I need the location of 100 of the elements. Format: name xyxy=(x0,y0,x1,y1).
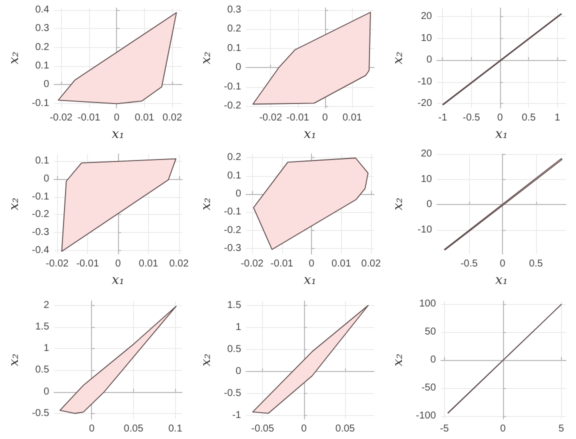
y-tick-label: -0.2 xyxy=(32,210,50,221)
x-tick-label: 0.02 xyxy=(162,112,182,124)
x-tick-label: 0.02 xyxy=(169,258,190,270)
x-tick-label: 0 xyxy=(114,112,120,124)
y-tick-label: 1.5 xyxy=(35,321,50,332)
y-tick-label: 50 xyxy=(424,326,436,338)
y-tick-label: -0.5 xyxy=(32,408,50,419)
x-tick-label: -0.5 xyxy=(462,112,480,124)
y-tick-label: 0.3 xyxy=(35,23,50,34)
y-tick-label: -50 xyxy=(421,382,436,394)
y-axis-title: x₂ xyxy=(199,52,214,64)
x-tick-label: -0.02 xyxy=(50,112,73,124)
y-tick-label: -100 xyxy=(416,410,436,422)
y-tick-label: -10 xyxy=(418,76,432,88)
y-tick-label: 1 xyxy=(236,322,242,333)
y-tick-label: -0.1 xyxy=(224,207,242,218)
y-axis-title: x₂ xyxy=(391,198,406,211)
y-tick-label: 0 xyxy=(236,62,242,74)
x-tick-label: -0.01 xyxy=(76,258,100,270)
y-tick-label: -0.1 xyxy=(32,192,50,203)
x-tick-label: -5 xyxy=(440,423,450,434)
y-tick-label: -20 xyxy=(418,98,432,110)
y-tick-label: 0 xyxy=(236,366,242,377)
y-tick-label: 0 xyxy=(430,354,436,366)
y-tick-label: 0.4 xyxy=(35,4,50,16)
y-tick-label: 1.5 xyxy=(227,300,242,311)
y-tick-label: 100 xyxy=(419,298,436,309)
x-tick-label: 0.01 xyxy=(134,112,155,124)
y-axis-title: x₂ xyxy=(7,198,22,211)
x-tick-label: 0 xyxy=(500,423,506,434)
y-tick-label: -0.2 xyxy=(224,225,242,236)
x-tick-label: -0.05 xyxy=(251,423,274,434)
x-axis-title: x₁ xyxy=(304,127,316,142)
x-tick-label: 0.05 xyxy=(124,423,144,434)
x-tick-label: -0.01 xyxy=(77,112,101,124)
x-tick-label: 0 xyxy=(322,112,328,124)
x-tick-label: 5 xyxy=(558,423,565,434)
y-axis-title: x₂ xyxy=(7,52,22,64)
y-tick-label: 20 xyxy=(420,11,432,22)
x-axis-title: x₁ xyxy=(112,127,124,142)
x-tick-label: -0.01 xyxy=(270,258,294,270)
y-tick-label: 0.1 xyxy=(227,170,242,182)
y-tick-label: 0.1 xyxy=(227,42,242,54)
y-tick-label: 0.5 xyxy=(227,344,242,355)
x-tick-label: -0.02 xyxy=(259,112,282,124)
y-tick-label: 0.1 xyxy=(35,60,50,72)
y-tick-label: -0.4 xyxy=(32,245,50,256)
y-tick-label: -10 xyxy=(418,224,432,236)
y-tick-label: 2 xyxy=(44,299,50,310)
y-tick-label: 10 xyxy=(420,32,432,44)
x-tick-label: 0.05 xyxy=(335,423,356,434)
x-tick-label: 0.1 xyxy=(168,423,183,434)
y-tick-label: 0 xyxy=(44,79,50,90)
x-tick-label: 0.01 xyxy=(332,258,352,270)
x-tick-label: 0.01 xyxy=(138,258,159,270)
x-tick-label: 0.02 xyxy=(361,258,382,270)
y-tick-label: -0.5 xyxy=(224,388,242,399)
y-tick-label: -0.2 xyxy=(224,100,242,112)
x-tick-label: 0.5 xyxy=(528,258,544,270)
y-tick-label: 0 xyxy=(44,386,50,397)
x-tick-label: 1 xyxy=(554,112,561,124)
x-tick-label: 0.5 xyxy=(522,112,536,124)
x-axis-title: x₁ xyxy=(495,273,508,288)
y-tick-label: 10 xyxy=(420,174,432,186)
y-tick-label: 0 xyxy=(426,199,432,210)
y-tick-label: 0.3 xyxy=(227,4,242,16)
x-tick-label: -0.01 xyxy=(286,112,310,124)
x-axis-title: x₁ xyxy=(304,273,316,288)
x-tick-label: -0.02 xyxy=(46,258,70,270)
x-tick-label: -1 xyxy=(438,112,448,124)
y-tick-label: 0.2 xyxy=(227,24,242,35)
y-tick-label: 1 xyxy=(44,342,50,354)
y-axis-title: x₂ xyxy=(391,52,406,64)
y-tick-label: 0.5 xyxy=(35,364,50,376)
x-tick-label: 0 xyxy=(500,258,506,270)
y-axis-title: x₂ xyxy=(199,353,214,366)
y-tick-label: -0.1 xyxy=(224,81,242,92)
x-tick-label: 0 xyxy=(301,423,308,434)
y-tick-label: 0 xyxy=(426,54,432,66)
x-tick-label: -0.02 xyxy=(240,258,264,270)
x-tick-label: 0 xyxy=(115,258,122,270)
x-axis-title: x₁ xyxy=(112,273,124,288)
x-axis-title: x₁ xyxy=(495,127,508,142)
y-tick-label: -0.3 xyxy=(224,243,242,254)
y-tick-label: 0 xyxy=(236,188,242,200)
x-tick-label: 0.01 xyxy=(342,112,362,124)
y-tick-label: 0.2 xyxy=(227,152,242,164)
y-tick-label: -0.1 xyxy=(32,98,50,109)
y-tick-label: 0.1 xyxy=(35,156,50,167)
y-tick-label: -1 xyxy=(232,410,242,421)
x-tick-label: 0 xyxy=(308,258,315,270)
x-tick-label: 0 xyxy=(88,423,95,434)
y-tick-label: 0.2 xyxy=(35,42,50,53)
y-axis-title: x₂ xyxy=(7,353,22,366)
y-tick-label: -0.3 xyxy=(32,227,50,238)
y-axis-title: x₂ xyxy=(199,198,214,211)
x-tick-label: 0 xyxy=(497,112,504,124)
y-tick-label: 0 xyxy=(44,174,50,185)
y-tick-label: 20 xyxy=(420,148,432,160)
x-tick-label: -0.5 xyxy=(460,258,478,270)
